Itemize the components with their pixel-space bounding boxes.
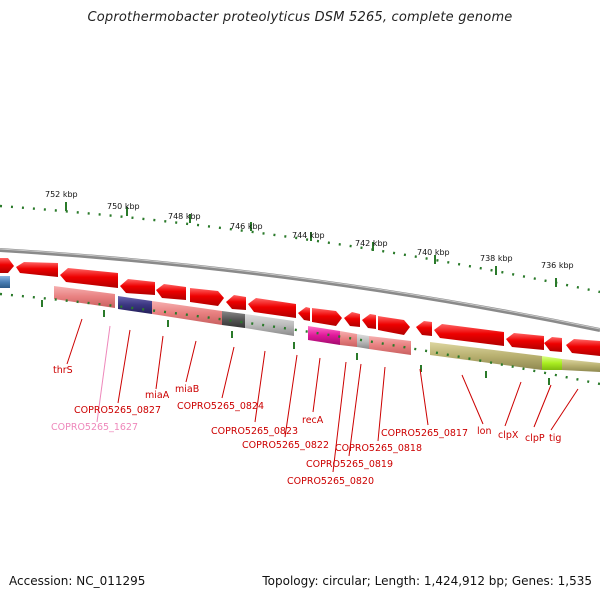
gene-label-copro5265-0819[interactable]: COPRO5265_0819 [306, 459, 393, 470]
gene-arrow[interactable] [416, 321, 432, 336]
scale-major-tick [126, 207, 128, 216]
scale-labels: 752 kbp 750 kbp 748 kbp 746 kbp 744 kbp … [45, 190, 574, 270]
gene-arrow[interactable] [120, 279, 155, 295]
scale-label: 736 kbp [541, 261, 574, 270]
gene-label-thrs[interactable]: thrS [53, 365, 73, 376]
cog-block[interactable] [0, 276, 10, 288]
scale-label: 742 kbp [355, 239, 388, 248]
gene-arrow[interactable] [344, 312, 360, 327]
accession-text: Accession: NC_011295 [9, 574, 146, 588]
scale-major-tick [310, 232, 312, 241]
cog-block[interactable] [222, 311, 245, 328]
scale-major-tick [434, 255, 436, 264]
gene-arrow[interactable] [16, 262, 58, 277]
gene-arrow[interactable] [60, 268, 118, 288]
gene-label-miab[interactable]: miaB [175, 384, 199, 395]
cog-block[interactable] [118, 296, 152, 314]
gene-label-miaa[interactable]: miaA [145, 390, 170, 401]
scale-label: 752 kbp [45, 190, 78, 199]
gene-label-lon[interactable]: lon [477, 426, 491, 437]
cog-block[interactable] [542, 356, 562, 370]
gene-label-reca[interactable]: recA [302, 415, 324, 426]
scale-major-tick [189, 214, 191, 223]
scale-label: 748 kbp [168, 212, 201, 221]
map-title: Coprothermobacter proteolyticus DSM 5265… [87, 10, 513, 25]
cog-block[interactable] [245, 314, 294, 336]
cog-block[interactable] [430, 342, 542, 370]
gene-arrow[interactable] [312, 308, 342, 326]
gene-arrow[interactable] [248, 298, 296, 318]
genome-backbone [0, 248, 600, 332]
scale-label: 738 kbp [480, 254, 513, 263]
scale-ring [0, 202, 600, 294]
gene-label-tig[interactable]: tig [549, 433, 561, 444]
gene-arrow[interactable] [566, 339, 600, 356]
gene-arrow[interactable] [156, 284, 186, 300]
cog-block[interactable] [369, 336, 411, 355]
cog-block[interactable] [152, 301, 222, 325]
gene-arrow[interactable] [0, 258, 14, 273]
scale-label: 740 kbp [417, 248, 450, 257]
gene-label-copro5265-0817[interactable]: COPRO5265_0817 [381, 428, 468, 439]
gene-label-copro5265-0822[interactable]: COPRO5265_0822 [242, 440, 329, 451]
leader-lines [66, 318, 579, 473]
gene-arrow[interactable] [434, 324, 504, 346]
gene-track [0, 258, 600, 356]
scale-label: 744 kbp [292, 231, 325, 240]
inner-ring [0, 292, 600, 386]
gene-arrow[interactable] [226, 295, 246, 310]
gene-arrow[interactable] [362, 314, 376, 329]
gene-arrow[interactable] [298, 307, 310, 321]
gene-label-copro5265-0818[interactable]: COPRO5265_0818 [335, 443, 422, 454]
gene-label-copro5265-0820[interactable]: COPRO5265_0820 [287, 476, 374, 487]
cog-block[interactable] [340, 331, 357, 347]
cog-block[interactable] [562, 359, 600, 372]
gene-label-copro5265-0824[interactable]: COPRO5265_0824 [177, 401, 264, 412]
scale-major-tick [495, 266, 497, 275]
scale-major-tick [555, 278, 557, 287]
gene-arrow[interactable] [506, 333, 544, 350]
gene-arrow[interactable] [378, 316, 410, 335]
scale-label: 750 kbp [107, 202, 140, 211]
cog-block[interactable] [357, 334, 369, 349]
gene-labels: thrS COPRO5265_0827 COPRO5265_1627 miaA … [51, 365, 561, 487]
gene-arrow[interactable] [190, 288, 224, 306]
genome-summary-text: Topology: circular; Length: 1,424,912 bp… [262, 574, 592, 588]
gene-label-clpx[interactable]: clpX [498, 430, 519, 441]
scale-label: 746 kbp [230, 222, 263, 231]
gene-label-copro5265-0827[interactable]: COPRO5265_0827 [74, 405, 161, 416]
gene-label-clpp[interactable]: clpP [525, 433, 545, 444]
gene-label-copro5265-0823[interactable]: COPRO5265_0823 [211, 426, 298, 437]
cog-block[interactable] [54, 286, 115, 308]
cog-block[interactable] [308, 326, 340, 345]
scale-major-tick [250, 222, 252, 231]
gene-arrow[interactable] [544, 337, 562, 352]
scale-major-tick [372, 242, 374, 251]
scale-major-tick [65, 202, 67, 211]
cog-track [0, 276, 600, 372]
gene-label-copro5265-1627[interactable]: COPRO5265_1627 [51, 422, 138, 433]
